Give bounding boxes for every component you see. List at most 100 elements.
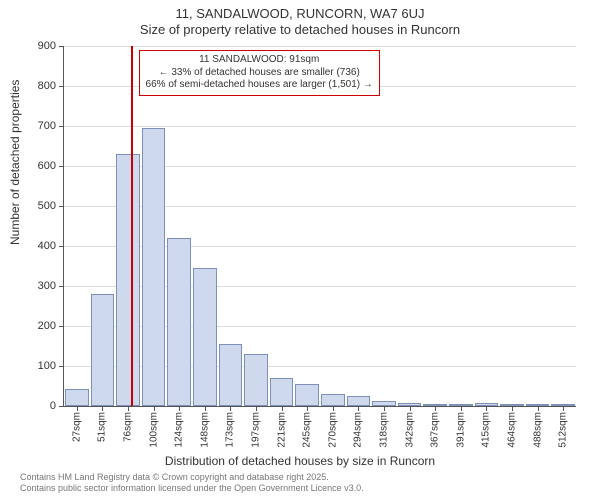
ytick-label: 700 (38, 120, 56, 132)
gridline (64, 166, 576, 167)
xtick-label: 173sqm (225, 412, 236, 448)
histogram-bar (526, 404, 550, 406)
histogram-bar (142, 128, 166, 406)
xtick-label: 27sqm (71, 412, 82, 442)
gridline (64, 366, 576, 367)
footer-line-2: Contains public sector information licen… (20, 483, 364, 494)
histogram-bar (321, 394, 345, 406)
xtick-mark (563, 406, 564, 411)
xtick-mark (384, 406, 385, 411)
xtick-mark (410, 406, 411, 411)
legend-line-1: 11 SANDALWOOD: 91sqm (146, 54, 373, 67)
yaxis-label: Number of detached properties (8, 80, 22, 245)
ytick-mark (59, 366, 64, 367)
histogram-bar (500, 404, 524, 406)
xtick-label: 342sqm (404, 412, 415, 448)
address-line: 11, SANDALWOOD, RUNCORN, WA7 6UJ (0, 6, 600, 22)
xtick-label: 512sqm (558, 412, 569, 448)
histogram-bar (270, 378, 294, 406)
xtick-label: 100sqm (148, 412, 159, 448)
xtick-label: 245sqm (302, 412, 313, 448)
ytick-label: 800 (38, 80, 56, 92)
ytick-label: 600 (38, 160, 56, 172)
histogram-bar (91, 294, 115, 406)
histogram-bar (167, 238, 191, 406)
histogram-bar (372, 401, 396, 406)
legend-line-3: 66% of semi-detached houses are larger (… (146, 79, 373, 92)
histogram-bar (475, 403, 499, 406)
xtick-mark (102, 406, 103, 411)
xtick-mark (154, 406, 155, 411)
marker-line (131, 46, 133, 406)
chart-subtitle: Size of property relative to detached ho… (0, 22, 600, 38)
xtick-mark (205, 406, 206, 411)
xtick-label: 415sqm (481, 412, 492, 448)
ytick-mark (59, 286, 64, 287)
xtick-label: 197sqm (251, 412, 262, 448)
xtick-mark (256, 406, 257, 411)
histogram-bar (423, 404, 447, 406)
ytick-label: 200 (38, 320, 56, 332)
xtick-mark (128, 406, 129, 411)
xtick-mark (358, 406, 359, 411)
xtick-label: 270sqm (327, 412, 338, 448)
xtick-mark (230, 406, 231, 411)
histogram-bar (551, 404, 575, 406)
gridline (64, 246, 576, 247)
xtick-mark (77, 406, 78, 411)
ytick-label: 900 (38, 40, 56, 52)
histogram-bar (295, 384, 319, 406)
chart-container: 11, SANDALWOOD, RUNCORN, WA7 6UJ Size of… (0, 0, 600, 500)
xtick-label: 51sqm (97, 412, 108, 442)
gridline (64, 126, 576, 127)
histogram-bar (65, 389, 89, 406)
ytick-label: 300 (38, 280, 56, 292)
xtick-mark (179, 406, 180, 411)
ytick-mark (59, 326, 64, 327)
ytick-label: 0 (50, 400, 56, 412)
ytick-label: 100 (38, 360, 56, 372)
ytick-mark (59, 46, 64, 47)
ytick-label: 500 (38, 200, 56, 212)
xtick-mark (282, 406, 283, 411)
xtick-label: 367sqm (430, 412, 441, 448)
histogram-bar (398, 403, 422, 406)
xtick-mark (461, 406, 462, 411)
legend-line-2: ← 33% of detached houses are smaller (73… (146, 67, 373, 80)
gridline (64, 46, 576, 47)
xtick-label: 76sqm (123, 412, 134, 442)
ytick-mark (59, 206, 64, 207)
footer: Contains HM Land Registry data © Crown c… (20, 472, 364, 494)
xtick-label: 148sqm (199, 412, 210, 448)
xtick-label: 124sqm (174, 412, 185, 448)
histogram-bar (219, 344, 243, 406)
legend-box: 11 SANDALWOOD: 91sqm ← 33% of detached h… (139, 50, 380, 96)
gridline (64, 286, 576, 287)
gridline (64, 206, 576, 207)
ytick-mark (59, 126, 64, 127)
title-block: 11, SANDALWOOD, RUNCORN, WA7 6UJ Size of… (0, 6, 600, 37)
ytick-mark (59, 86, 64, 87)
ytick-label: 400 (38, 240, 56, 252)
histogram-bar (244, 354, 268, 406)
xtick-label: 294sqm (353, 412, 364, 448)
histogram-bar (347, 396, 371, 406)
histogram-bar (116, 154, 140, 406)
gridline (64, 326, 576, 327)
xaxis-label: Distribution of detached houses by size … (0, 454, 600, 468)
xtick-label: 221sqm (276, 412, 287, 448)
histogram-bar (193, 268, 217, 406)
plot-area: 11 SANDALWOOD: 91sqm ← 33% of detached h… (63, 46, 576, 407)
xtick-label: 391sqm (455, 412, 466, 448)
histogram-bar (449, 404, 473, 406)
xtick-label: 464sqm (507, 412, 518, 448)
xtick-mark (538, 406, 539, 411)
xtick-mark (307, 406, 308, 411)
ytick-mark (59, 406, 64, 407)
xtick-label: 318sqm (379, 412, 390, 448)
xtick-mark (435, 406, 436, 411)
footer-line-1: Contains HM Land Registry data © Crown c… (20, 472, 364, 483)
xtick-label: 488sqm (532, 412, 543, 448)
ytick-mark (59, 246, 64, 247)
xtick-mark (486, 406, 487, 411)
